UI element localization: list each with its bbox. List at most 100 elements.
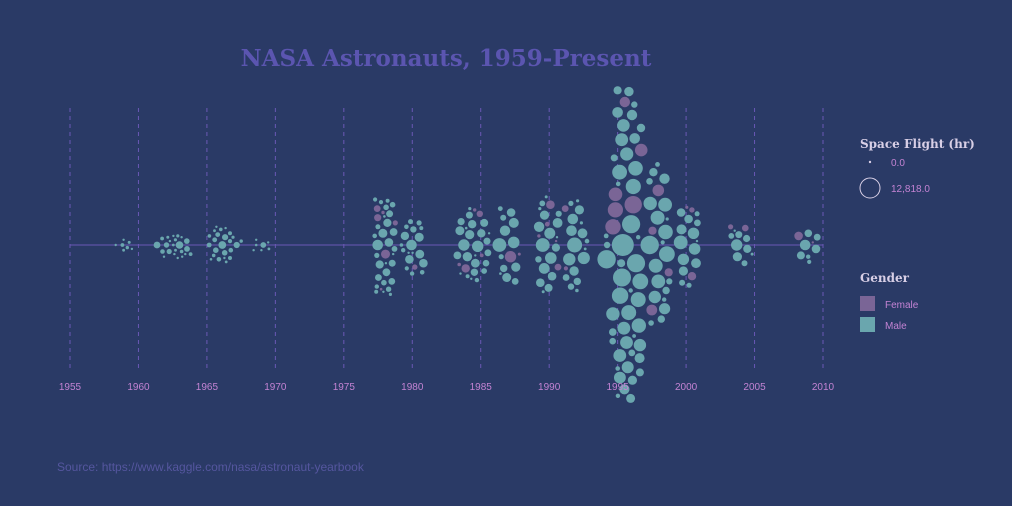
bubble-male <box>651 274 666 289</box>
x-tick-label: 1955 <box>59 382 82 393</box>
bubble-male <box>206 242 212 248</box>
bubble-male <box>636 123 646 133</box>
bubble-male <box>538 263 550 274</box>
bubble-male <box>660 240 665 245</box>
bubble-male <box>465 230 475 240</box>
bubble-male <box>378 200 384 205</box>
bubble-male <box>611 234 634 256</box>
bubble-male <box>405 254 414 264</box>
bubble-male <box>804 229 813 238</box>
bubble-female <box>392 220 398 226</box>
bubble-male <box>404 266 409 271</box>
bubble-male <box>252 249 255 252</box>
bubble-male <box>184 252 187 256</box>
bubble-male <box>372 239 384 251</box>
bubble-male <box>114 243 117 247</box>
bubble-male <box>609 328 617 336</box>
bubble-female <box>381 210 385 215</box>
bubble-male <box>254 243 258 247</box>
bubble-female <box>646 304 658 316</box>
bubble-male <box>462 252 473 262</box>
chart-title: NASA Astronauts, 1959-Present <box>241 45 652 72</box>
bubble-male <box>502 273 512 282</box>
bubble-male <box>480 218 489 227</box>
bubble-male <box>373 197 378 202</box>
bubble-male <box>659 173 670 184</box>
bubble-male <box>811 244 821 254</box>
x-tick-label: 2000 <box>675 382 698 393</box>
bubble-female <box>554 263 562 271</box>
bubble-male <box>545 252 557 264</box>
bubble-male <box>687 227 700 239</box>
bubble-male <box>629 133 640 144</box>
bubble-female <box>742 224 749 232</box>
bubble-male <box>621 305 637 321</box>
bubble-male <box>375 224 381 230</box>
bubble-male <box>374 289 379 294</box>
bubble-male <box>655 162 660 167</box>
bubble-male <box>568 200 574 206</box>
bubble-male <box>569 266 579 276</box>
bubble-male <box>378 228 388 238</box>
bubble-male <box>176 234 180 238</box>
bubble-male <box>465 274 470 279</box>
bubble-male <box>383 204 389 211</box>
bubble-male <box>541 290 545 294</box>
bubble-male <box>168 239 172 243</box>
bubble-male <box>625 178 641 195</box>
bubble-male <box>648 320 654 326</box>
bubble-male <box>218 241 227 249</box>
bubble-male <box>743 234 751 243</box>
bubble-male <box>626 254 646 273</box>
bubble-male <box>455 226 465 236</box>
bubble-male <box>160 249 165 254</box>
bubble-male <box>160 236 165 241</box>
bubble-male <box>649 168 658 177</box>
bubble-female <box>473 208 477 212</box>
bubble-male <box>566 225 577 236</box>
bubble-male <box>219 227 223 232</box>
bubble-male <box>386 210 394 218</box>
bubble-male <box>657 315 665 323</box>
bubble-male <box>538 207 542 211</box>
x-tick-label: 1995 <box>607 382 630 393</box>
bubble-male <box>648 258 663 273</box>
bubble-male <box>597 250 616 269</box>
bubble-male <box>621 361 634 374</box>
bubble-male <box>163 242 170 248</box>
size-legend-title: Space Flight (hr) <box>860 137 975 151</box>
bubble-male <box>122 238 125 241</box>
bubble-male <box>614 371 626 384</box>
bubble-male <box>617 321 631 335</box>
bubble-male <box>628 288 633 293</box>
bubble-male <box>171 243 175 247</box>
bubble-male <box>372 233 378 239</box>
bubble-male <box>175 241 184 249</box>
bubble-male <box>120 243 125 247</box>
bubble-male <box>233 241 240 249</box>
bubble-male <box>691 258 701 269</box>
bubble-male <box>260 249 263 252</box>
bubble-male <box>533 221 545 232</box>
bubble-male <box>173 238 177 242</box>
color-legend-title: Gender <box>860 271 910 285</box>
bubble-male <box>659 303 671 315</box>
bubble-male <box>535 238 550 252</box>
bubble-male <box>552 218 563 228</box>
bubble-male <box>617 119 630 132</box>
bubble-male <box>611 287 629 304</box>
bubble-male <box>166 248 172 255</box>
bubble-female <box>664 268 673 277</box>
bubble-male <box>583 247 587 251</box>
bubble-male <box>228 231 232 236</box>
bubble-male <box>384 238 394 247</box>
x-tick-label: 1965 <box>196 382 219 393</box>
bubble-male <box>465 211 473 219</box>
bubble-male <box>536 278 545 288</box>
bubble-male <box>483 237 491 245</box>
bubble-male <box>694 211 700 217</box>
bubble-male <box>728 233 735 239</box>
bubble-female <box>381 249 390 259</box>
bubble-male <box>619 384 630 395</box>
bubble-female <box>794 231 803 241</box>
